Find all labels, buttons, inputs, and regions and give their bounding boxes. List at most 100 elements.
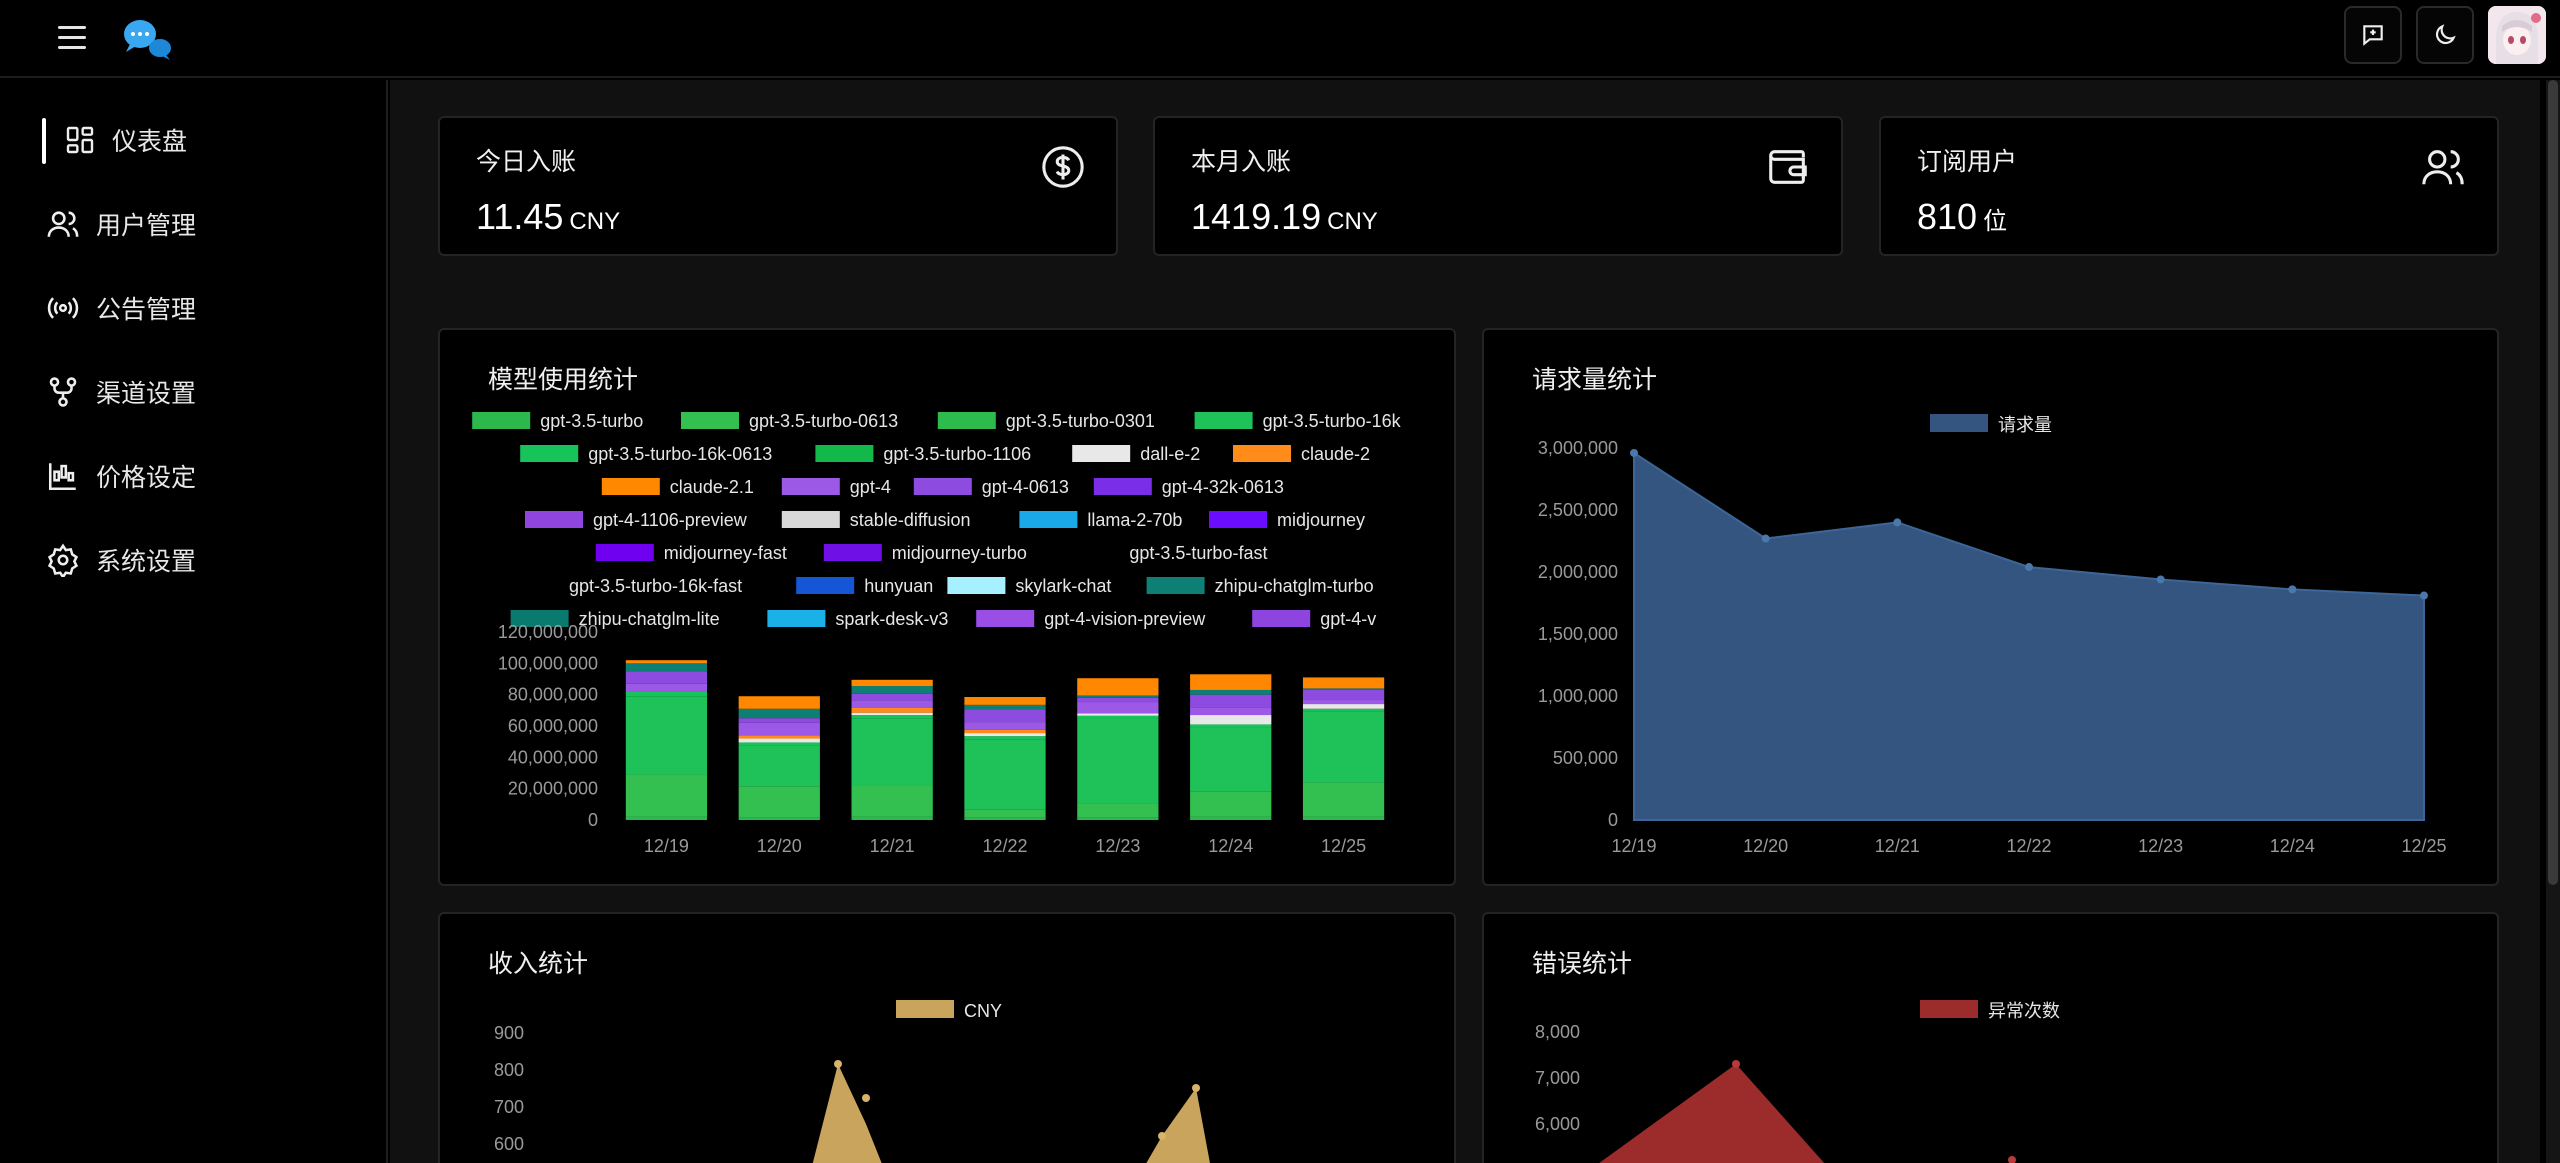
price-icon	[48, 463, 76, 491]
sidebar-item-announcements[interactable]: 公告管理	[46, 278, 366, 338]
y-tick-label: 500,000	[1553, 748, 1618, 768]
x-tick-label: 12/25	[1321, 836, 1366, 856]
sidebar-item-channels[interactable]: 渠道设置	[46, 362, 366, 422]
y-tick-label: 1,500,000	[1538, 624, 1618, 644]
legend-swatch	[781, 478, 840, 495]
legend-label: hunyuan	[864, 576, 933, 596]
y-tick-label: 2,500,000	[1538, 500, 1618, 520]
bar-segment	[851, 686, 933, 694]
bar-segment	[1302, 816, 1385, 820]
bar-segment	[851, 785, 933, 817]
legend-label: CNY	[964, 1001, 1002, 1021]
sidebar-item-label: 仪表盘	[112, 128, 188, 156]
legend-swatch	[1920, 1000, 1978, 1018]
bar-segment	[851, 816, 933, 820]
legend-swatch	[976, 610, 1035, 627]
channel-icon	[49, 377, 77, 407]
bar-segment	[1077, 718, 1159, 804]
theme-toggle-button[interactable]	[2416, 6, 2474, 64]
dashboard-icon	[66, 126, 94, 154]
legend-label: dall-e-2	[1140, 444, 1200, 464]
legend-label: claude-2	[1301, 444, 1370, 464]
scrollbar[interactable]	[2546, 80, 2560, 1163]
menu-icon[interactable]	[52, 20, 92, 54]
legend-label: gpt-3.5-turbo-fast	[1129, 543, 1267, 563]
legend-swatch	[1930, 414, 1988, 432]
legend-swatch	[501, 577, 559, 594]
bar-segment	[1190, 689, 1272, 695]
bar-segment	[738, 708, 820, 719]
bar-segment	[738, 735, 820, 739]
legend-swatch	[1019, 511, 1078, 528]
bar-segment	[964, 729, 1046, 734]
legend-label: gpt-4-32k-0613	[1162, 477, 1284, 497]
legend-label: gpt-4	[850, 477, 891, 497]
bar-segment	[964, 817, 1046, 820]
legend-label: gpt-3.5-turbo-16k	[1263, 411, 1402, 431]
scrollbar-thumb[interactable]	[2548, 80, 2558, 885]
x-tick-label: 12/22	[982, 836, 1027, 856]
feedback-button[interactable]	[2344, 6, 2402, 64]
legend-swatch	[510, 610, 569, 627]
model-usage-chart: gpt-3.5-turbo gpt-3.5-turbo-0613 gpt-3.5-t…	[472, 411, 1402, 856]
legend-label: midjourney-turbo	[892, 543, 1027, 563]
y-tick-label: 7,000	[1535, 1068, 1580, 1088]
sidebar-item-pricing[interactable]: 价格设定	[46, 446, 366, 506]
bar-segment	[625, 691, 708, 697]
panel-title: 错误统计	[1532, 950, 1633, 978]
y-tick-label: 8,000	[1535, 1022, 1580, 1042]
bar-segment	[738, 745, 820, 787]
errors-chart: 异常次数 6,000 7,000 8,000	[1535, 1000, 2060, 1163]
bar-segment	[1302, 677, 1385, 689]
legend-swatch	[896, 1000, 954, 1018]
bar-segment	[738, 786, 820, 818]
y-tick-label: 20,000,000	[508, 779, 598, 799]
sidebar-item-dashboard[interactable]: 仪表盘	[42, 110, 366, 170]
x-tick-label: 12/19	[644, 836, 689, 856]
feedback-icon	[2363, 25, 2383, 46]
y-tick-label: 80,000,000	[508, 685, 598, 705]
x-tick-label: 12/24	[2270, 836, 2315, 856]
avatar[interactable]	[2488, 6, 2546, 64]
legend-label: gpt-3.5-turbo-16k-0613	[588, 444, 772, 464]
sidebar-item-label: 用户管理	[96, 212, 197, 240]
legend-swatch	[525, 511, 583, 528]
gear-icon	[47, 543, 79, 577]
sidebar-item-system[interactable]: 系统设置	[46, 530, 366, 590]
bar-segment	[625, 663, 708, 672]
model-usage-panel: 模型使用统计 gpt-3.5-turbo gpt-3.5-turbo-0613 gp…	[438, 328, 1456, 886]
bar-segment	[964, 722, 1046, 730]
legend-swatch	[1093, 478, 1152, 495]
income-panel: 收入统计 CNY 600 700 800 900	[438, 912, 1456, 1163]
legend-label: gpt-3.5-turbo	[540, 411, 643, 431]
bar-segment	[738, 742, 820, 746]
legend-label: skylark-chat	[1015, 576, 1111, 596]
legend-swatch	[601, 478, 660, 495]
y-tick-label: 800	[494, 1060, 524, 1080]
panel-title: 请求量统计	[1532, 366, 1658, 394]
bar-segment	[1077, 697, 1159, 703]
y-tick-label: 120,000,000	[498, 622, 598, 642]
broadcast-icon	[47, 297, 79, 319]
legend-swatch	[1061, 544, 1120, 561]
data-point	[2156, 575, 2165, 584]
bar-segment	[1302, 708, 1385, 712]
stat-title: 本月入账	[1191, 148, 1292, 176]
area-series	[1599, 1064, 1825, 1163]
bar-segment	[738, 696, 820, 709]
bar-segment	[738, 738, 820, 743]
legend-label: 异常次数	[1988, 1001, 2060, 1021]
sidebar-item-users[interactable]: 用户管理	[46, 194, 366, 254]
bar-segment	[1190, 791, 1272, 817]
legend-label: spark-desk-v3	[835, 609, 948, 629]
legend-label: gpt-4-1106-preview	[593, 510, 748, 530]
bar-segment	[1077, 715, 1159, 719]
legend-swatch	[1146, 577, 1205, 594]
bar-segment	[851, 718, 933, 786]
y-tick-label: 1,000,000	[1538, 686, 1618, 706]
sidebar: 仪表盘 用户管理 公告管理 渠道设置 价格设定 系统设置	[0, 80, 388, 1163]
chat-logo-icon[interactable]	[120, 16, 176, 60]
legend-swatch	[767, 610, 826, 627]
data-point	[2288, 585, 2297, 594]
stat-value: 11.45 CNY	[476, 196, 621, 237]
